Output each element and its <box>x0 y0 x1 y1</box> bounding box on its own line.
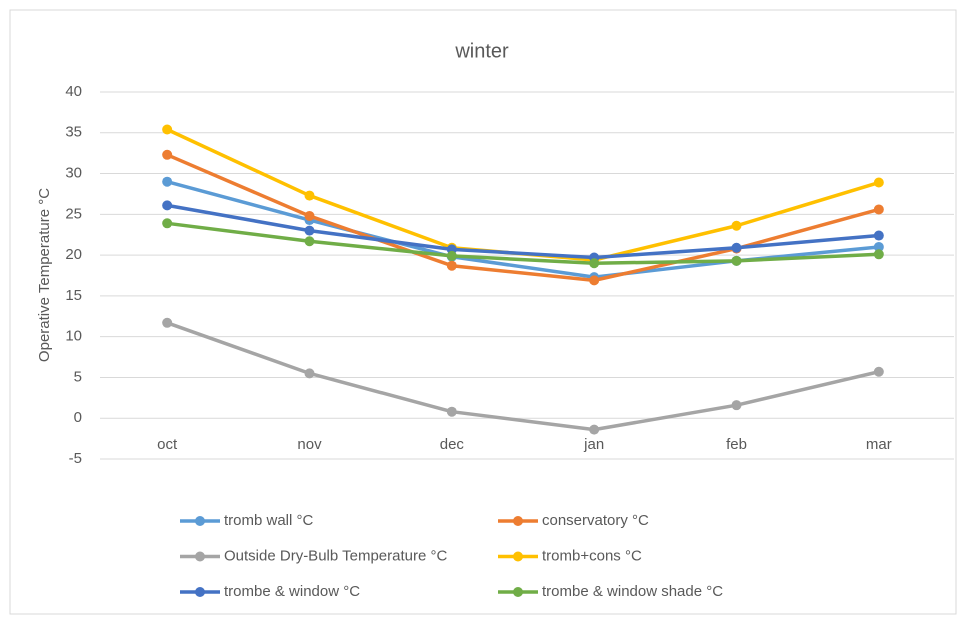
data-point <box>873 366 884 377</box>
legend-label: tromb+cons °C <box>542 547 642 564</box>
data-point <box>446 250 457 261</box>
data-point <box>304 190 315 201</box>
legend-marker <box>195 516 205 526</box>
data-point <box>162 124 173 135</box>
data-point <box>162 200 173 211</box>
data-point <box>304 210 315 221</box>
legend-marker <box>513 551 523 562</box>
y-tick-label: 15 <box>65 287 82 304</box>
data-point <box>873 249 884 260</box>
x-tick-label: nov <box>297 436 322 453</box>
data-point <box>304 236 315 247</box>
x-tick-label: jan <box>583 436 604 453</box>
legend-marker <box>513 516 523 526</box>
data-point <box>731 400 742 411</box>
data-point <box>731 242 742 253</box>
data-point <box>731 255 742 266</box>
data-point <box>304 368 315 379</box>
legend-marker <box>195 551 205 562</box>
data-point <box>162 149 173 160</box>
legend-marker <box>195 587 205 597</box>
series-line <box>166 153 880 283</box>
data-point <box>873 177 884 188</box>
y-tick-label: 5 <box>74 368 82 385</box>
y-tick-label: 35 <box>65 124 82 141</box>
legend-label: trombe & window shade °C <box>542 583 723 600</box>
legend-label: conservatory °C <box>542 512 649 529</box>
y-tick-label: 40 <box>65 83 82 100</box>
data-point <box>873 204 884 215</box>
x-tick-label: oct <box>157 436 178 453</box>
data-point <box>873 241 884 252</box>
legend-label: trombe & window °C <box>224 583 360 600</box>
series-line <box>166 221 879 266</box>
chart-title: winter <box>454 40 509 62</box>
legend-marker <box>513 587 523 597</box>
y-tick-label: 20 <box>65 246 82 263</box>
data-point <box>162 317 173 328</box>
data-point <box>589 275 600 286</box>
data-point <box>873 230 884 241</box>
x-tick-label: dec <box>440 436 465 453</box>
legend-label: Outside Dry-Bulb Temperature °C <box>224 547 447 564</box>
data-point <box>731 220 742 231</box>
series-line <box>166 203 879 260</box>
legend-label: tromb wall °C <box>224 512 314 529</box>
y-tick-label: 10 <box>65 328 82 345</box>
data-point <box>446 260 457 271</box>
series-line <box>166 321 880 432</box>
y-tick-label: -5 <box>69 450 82 467</box>
data-point <box>162 176 173 187</box>
data-point <box>589 258 600 269</box>
y-axis-label: Operative Temperature °C <box>36 188 53 362</box>
data-point <box>589 424 600 435</box>
x-tick-label: mar <box>866 436 892 453</box>
data-point <box>162 218 173 229</box>
x-tick-label: feb <box>726 436 747 453</box>
y-tick-label: 0 <box>74 409 82 426</box>
data-point <box>446 406 457 417</box>
data-point <box>304 225 315 236</box>
y-tick-label: 30 <box>65 165 82 182</box>
chart-frame <box>9 9 957 615</box>
y-tick-label: 25 <box>65 205 82 222</box>
